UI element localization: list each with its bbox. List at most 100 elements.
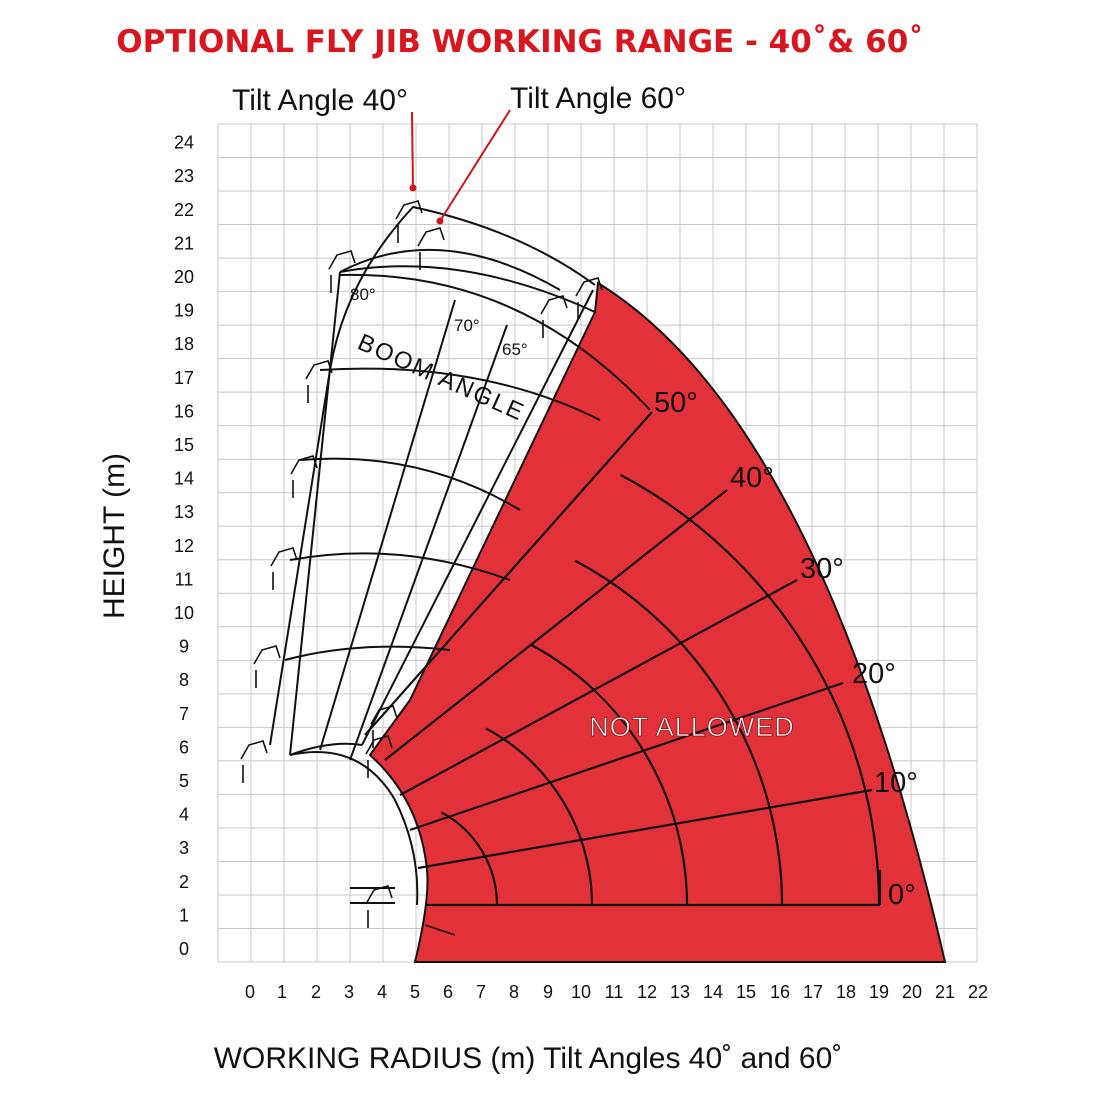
y-tick-label: 7 [179,704,189,724]
angle-ray [399,579,798,796]
y-tick-label: 21 [174,233,194,253]
jib-tip-icon [395,200,423,243]
boom-line [289,271,341,756]
y-tick-label: 15 [174,435,194,455]
y-tick-label: 22 [174,200,194,220]
envelope-curve-40 [269,205,596,746]
not-allowed-region [368,281,947,963]
y-tick-label: 16 [174,401,194,421]
jib-tip-icon [575,277,603,320]
x-tick-label: 9 [543,982,553,1002]
x-tick-label: 16 [770,982,790,1002]
base-arc [289,751,419,906]
boom-arc [299,457,521,511]
x-tick-label: 2 [311,982,321,1002]
angle-10-label: 10° [874,767,918,799]
jib-tip-icon [370,705,398,748]
x-tick-label: 12 [637,982,657,1002]
radius-arc [485,727,594,906]
angle-20-label: 20° [852,658,896,690]
x-tick-label: 19 [869,982,889,1002]
boom-angle-65-label: 65° [502,340,528,359]
x-tick-label: 1 [277,982,287,1002]
jib-tip-icon [417,227,445,270]
base-mark [424,924,456,936]
y-tick-label: 24 [174,133,194,153]
y-tick-label: 1 [179,905,189,925]
y-tick-label: 18 [174,334,194,354]
angle-ray [384,489,728,761]
angle-50-label: 50° [654,387,698,419]
pointer-dot-40 [409,184,417,192]
envelope-curve-inner [339,265,596,313]
y-tick-label: 2 [179,872,189,892]
region-lines [364,411,882,907]
envelope-curve-60 [339,248,561,291]
jib-tip-icon [540,295,568,338]
jib-tip-icon [365,885,393,928]
y-tick-label: 20 [174,267,194,287]
x-tick-label: 3 [344,982,354,1002]
x-tick-label: 17 [803,982,823,1002]
radius-arc [574,559,784,906]
boom-angle-70-label: 70° [454,316,480,335]
x-tick-label: 4 [377,982,387,1002]
callout-pointers [409,109,511,225]
tilt-angle-40-label: Tilt Angle 40° [232,84,408,117]
not-allowed-label: NOT ALLOWED [589,712,795,742]
x-tick-label: 20 [902,982,922,1002]
y-tick-label: 4 [179,805,189,825]
y-tick-label: 13 [174,502,194,522]
angle-0-label: 0° [888,879,916,911]
x-tick-label: 6 [443,982,453,1002]
x-tick-label: 13 [670,982,690,1002]
x-tick-label: 10 [571,982,591,1002]
boom-line [349,324,508,761]
pointer-dot-60 [436,217,444,225]
jib-tip-icon [290,455,318,498]
angle-ray [364,411,653,736]
pointer-tilt-40 [411,111,414,189]
y-tick-label: 6 [179,737,189,757]
y-tick-label: 17 [174,368,194,388]
radius-arc [440,811,499,906]
y-tick-label: 10 [174,603,194,623]
jib-tip-icon [270,547,298,590]
x-tick-label: 18 [836,982,856,1002]
y-tick-label: 5 [179,771,189,791]
x-axis-title: WORKING RADIUS (m) Tilt Angles 40˚ and 6… [214,1042,843,1075]
x-tick-label: 0 [245,982,255,1002]
boom-line [319,299,456,751]
pointer-tilt-60 [439,109,511,222]
x-tick-label: 14 [703,982,723,1002]
x-tick-label: 21 [935,982,955,1002]
jib-tip-icon [253,645,281,688]
boom-arc [284,645,451,661]
boom-arc [289,552,511,581]
radius-arc [620,474,881,906]
boom-arc [339,273,651,411]
tilt-angle-60-label: Tilt Angle 60° [510,82,686,115]
x-tick-label: 22 [968,982,988,1002]
y-tick-label: 14 [174,469,194,489]
boom-angle-80-label: 80° [350,285,376,304]
x-tick-label: 5 [410,982,420,1002]
angle-ray [409,681,844,832]
angle-30-label: 30° [800,553,844,585]
x-axis-ticks: 0 1 2 3 4 5 6 7 8 9 10 11 12 13 14 15 16 17 18 19 20 21 22 [245,982,988,1002]
x-tick-label: 11 [605,982,624,1002]
y-tick-label: 0 [179,939,189,959]
radius-arc [529,643,689,906]
jib-tip-icon [240,740,268,783]
boom-lines [240,200,651,936]
x-tick-label: 7 [476,982,486,1002]
x-tick-label: 15 [736,982,756,1002]
y-tick-label: 11 [175,569,194,589]
y-tick-label: 8 [179,670,189,690]
x-tick-label: 8 [509,982,519,1002]
jib-tip-icon [328,250,356,293]
y-tick-label: 19 [174,301,194,321]
y-axis-title: HEIGHT (m) [98,453,131,619]
boom-arc [319,367,601,421]
